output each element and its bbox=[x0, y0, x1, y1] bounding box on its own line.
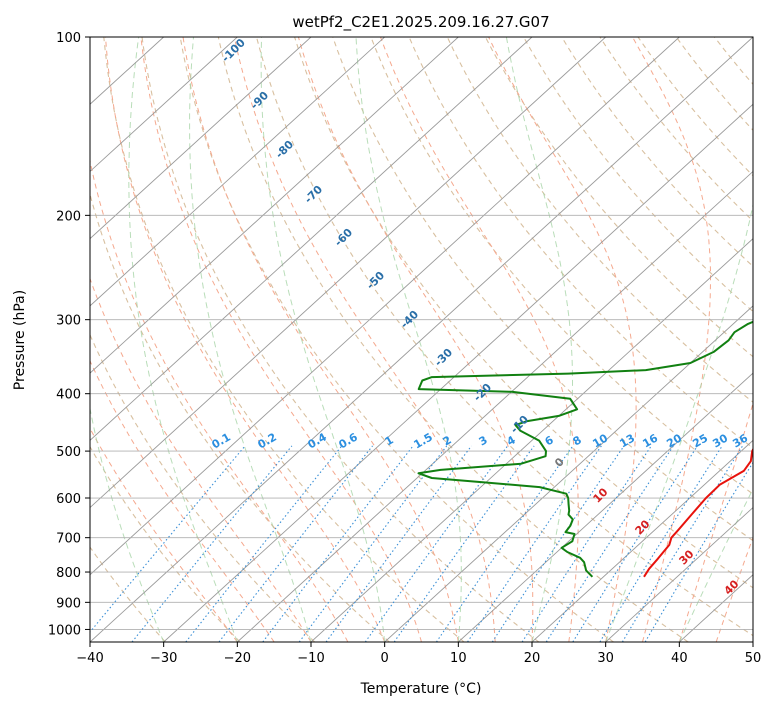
y-tick-label: 500 bbox=[56, 445, 81, 460]
y-tick-label: 900 bbox=[56, 596, 81, 611]
dry-adiabat-line bbox=[103, 37, 465, 642]
isotherm-line bbox=[90, 37, 385, 307]
x-tick-label: 20 bbox=[524, 651, 541, 666]
moist-adiabat-line bbox=[140, 37, 422, 642]
auxiliary-adiabat-line bbox=[128, 37, 238, 642]
isotherm-line bbox=[90, 37, 238, 173]
mixing-ratio-line bbox=[545, 445, 674, 642]
auxiliary-adiabat-line bbox=[189, 37, 312, 642]
dry-adiabat-line bbox=[752, 37, 753, 39]
isotherm-line bbox=[163, 103, 753, 642]
moist-adiabat-line bbox=[182, 37, 459, 642]
isotherm-line bbox=[90, 37, 680, 576]
x-tick-label: −40 bbox=[76, 651, 103, 666]
auxiliary-adiabat-line bbox=[260, 37, 386, 642]
mixing-ratio-line bbox=[218, 445, 373, 642]
moist-adiabat-line bbox=[90, 427, 238, 642]
x-tick-label: 0 bbox=[381, 651, 389, 666]
mixing-ratio-line bbox=[262, 445, 414, 642]
mixing-ratio-line bbox=[521, 445, 652, 642]
dewpoint-profile-line bbox=[417, 320, 753, 578]
x-tick-label: 30 bbox=[597, 651, 614, 666]
auxiliary-adiabat-line bbox=[505, 37, 573, 642]
mixing-ratio-line bbox=[298, 445, 448, 642]
moist-adiabat-line bbox=[752, 640, 753, 642]
mixing-ratio-line bbox=[393, 445, 535, 642]
x-axis-title: Temperature (°C) bbox=[360, 681, 482, 697]
temperature-profile-line bbox=[643, 447, 753, 578]
auxiliary-adiabat-line bbox=[605, 202, 753, 642]
isotherm-line bbox=[605, 506, 753, 642]
moist-adiabat-line bbox=[90, 158, 349, 642]
isotherm-line bbox=[90, 37, 753, 642]
isotherm-line bbox=[90, 37, 312, 240]
mixing-ratio-line bbox=[364, 445, 509, 642]
profile-lines bbox=[417, 320, 753, 578]
plot-frame bbox=[89, 36, 754, 643]
moist-adiabat-line bbox=[90, 277, 312, 642]
axes: −40 −30 −20 −10 0 10 20 30 40 50 100 200 300 400 500 60… bbox=[48, 31, 761, 666]
y-axis-title: Pressure (hPa) bbox=[12, 290, 28, 390]
dry-adiabat-line bbox=[446, 37, 753, 403]
moist-adiabat-line bbox=[90, 359, 275, 642]
dry-adiabat-line bbox=[90, 445, 241, 642]
auxiliary-adiabat-line bbox=[90, 37, 165, 642]
x-tick-label: −30 bbox=[150, 651, 177, 666]
mixing-ratio-line bbox=[90, 445, 246, 633]
y-tick-label: 200 bbox=[56, 209, 81, 224]
moist-adiabat-line bbox=[297, 37, 534, 642]
isotherm-line bbox=[531, 439, 753, 642]
isotherm-line bbox=[90, 37, 459, 374]
isotherm-line bbox=[458, 372, 753, 642]
y-tick-label: 800 bbox=[56, 566, 81, 581]
x-tick-label: −20 bbox=[224, 651, 251, 666]
dry-adiabat-line bbox=[370, 37, 753, 495]
mixing-ratio-line bbox=[467, 445, 602, 642]
mixing-ratio-line bbox=[185, 445, 343, 642]
auxiliary-adiabat-line bbox=[355, 37, 462, 642]
dry-adiabat-line bbox=[141, 37, 540, 642]
mixing-ratio-line bbox=[644, 461, 753, 642]
isotherm-line bbox=[752, 641, 753, 642]
x-tick-label: 50 bbox=[745, 651, 762, 666]
isotherm-line bbox=[90, 37, 533, 441]
mixing-ratio-line bbox=[435, 445, 574, 642]
y-tick-label: 700 bbox=[56, 532, 81, 547]
moist-adiabat-line bbox=[380, 37, 579, 642]
dry-adiabat-line bbox=[90, 333, 316, 642]
x-tick-label: −10 bbox=[297, 651, 324, 666]
moist-adiabat-line bbox=[678, 401, 753, 642]
dry-adiabat-line bbox=[255, 37, 753, 637]
moist-adiabat-line bbox=[488, 37, 637, 642]
mixing-ratio-line bbox=[491, 445, 625, 642]
isotherm-line bbox=[237, 170, 753, 642]
background-lines bbox=[90, 37, 753, 642]
moist-adiabat-line bbox=[105, 37, 386, 642]
y-tick-label: 1000 bbox=[48, 623, 81, 638]
y-tick-label: 600 bbox=[56, 492, 81, 507]
y-tick-label: 400 bbox=[56, 388, 81, 403]
dry-adiabat-line bbox=[90, 546, 166, 642]
isotherm-line bbox=[310, 238, 753, 642]
x-tick-label: 10 bbox=[450, 651, 467, 666]
mixing-ratio-line bbox=[572, 445, 699, 642]
mixing-ratio-line bbox=[599, 445, 723, 642]
dry-adiabat-line bbox=[408, 37, 753, 449]
isotherm-line bbox=[90, 37, 606, 509]
isotherm-line bbox=[384, 305, 753, 642]
dry-adiabat-line bbox=[217, 37, 689, 642]
x-tick-label: 40 bbox=[671, 651, 688, 666]
chart-title: wetPf2_C2E1.2025.209.16.27.G07 bbox=[292, 13, 549, 32]
y-tick-label: 100 bbox=[56, 31, 81, 46]
y-tick-label: 300 bbox=[56, 314, 81, 329]
